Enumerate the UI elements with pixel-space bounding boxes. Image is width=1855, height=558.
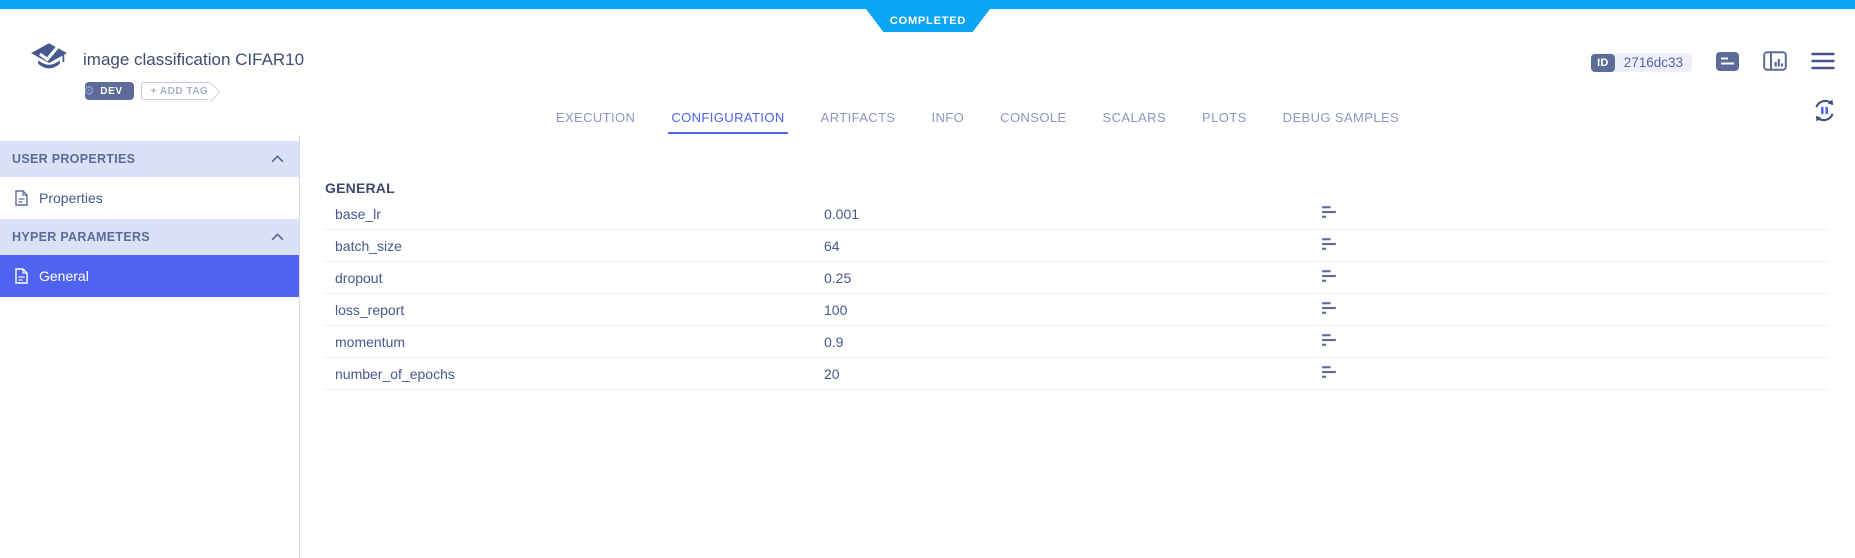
- configuration-sidebar: USER PROPERTIES Properties HYPER PARAMET…: [0, 135, 300, 558]
- parameter-value: 0.001: [824, 205, 860, 222]
- status-badge: COMPLETED: [866, 9, 990, 32]
- parameter-details-button[interactable]: [1319, 235, 1340, 256]
- text-lines-icon: [1321, 205, 1338, 222]
- parameter-value: 100: [824, 301, 848, 318]
- tab-artifacts[interactable]: ARTIFACTS: [818, 99, 899, 135]
- sidebar-item-label: General: [39, 268, 89, 284]
- tab-label: INFO: [931, 109, 965, 125]
- chevron-up-icon: [271, 152, 284, 166]
- add-tag-label: + ADD TAG: [150, 85, 209, 97]
- tab-debug-samples[interactable]: DEBUG SAMPLES: [1280, 99, 1402, 135]
- parameter-row: loss_report 100: [325, 294, 1829, 326]
- experiment-type-icon: [31, 43, 67, 79]
- parameter-row: batch_size 64: [325, 230, 1829, 262]
- tab-label: EXECUTION: [555, 109, 636, 125]
- text-lines-icon: [1321, 269, 1338, 286]
- sidebar-section-title: HYPER PARAMETERS: [12, 230, 150, 244]
- experiment-id-value: 2716dc33: [1623, 55, 1683, 70]
- parameter-details-button[interactable]: [1319, 331, 1340, 352]
- tab-label: CONFIGURATION: [671, 109, 785, 125]
- tab-label: CONSOLE: [1000, 109, 1067, 125]
- refresh-pause-icon: [1811, 99, 1838, 127]
- description-button[interactable]: [1716, 51, 1739, 74]
- parameter-value: 0.25: [824, 269, 852, 286]
- parameter-details-button[interactable]: [1319, 363, 1340, 384]
- parameter-row: dropout 0.25: [325, 262, 1829, 294]
- tab-info[interactable]: INFO: [929, 99, 968, 135]
- sidebar-section-items: Properties: [0, 177, 299, 219]
- sidebar-section-header[interactable]: USER PROPERTIES: [0, 141, 299, 177]
- sidebar-section: USER PROPERTIES Properties: [0, 141, 299, 219]
- text-lines-icon: [1321, 237, 1338, 254]
- id-badge: ID: [1591, 53, 1615, 72]
- text-lines-icon: [1321, 333, 1338, 350]
- tab-plots[interactable]: PLOTS: [1199, 99, 1250, 135]
- top-status-bar: [0, 0, 1855, 9]
- gear-icon: ⚙: [85, 83, 96, 98]
- document-icon: [15, 268, 28, 284]
- sidebar-section-title: USER PROPERTIES: [12, 152, 136, 166]
- hamburger-menu-icon: [1811, 52, 1835, 73]
- tab-label: PLOTS: [1202, 109, 1247, 125]
- parameter-name: base_lr: [335, 205, 381, 222]
- auto-refresh-button[interactable]: [1811, 97, 1838, 127]
- parameter-details-button[interactable]: [1319, 203, 1340, 224]
- parameter-value: 20: [824, 365, 840, 382]
- tab-label: DEBUG SAMPLES: [1282, 109, 1400, 125]
- tab-configuration[interactable]: CONFIGURATION: [668, 99, 788, 135]
- tag-list: ⚙ DEV + ADD TAG: [85, 82, 211, 100]
- description-icon: [1716, 51, 1739, 74]
- experiment-id-chip[interactable]: ID 2716dc33: [1591, 53, 1692, 72]
- sidebar-item-properties[interactable]: Properties: [0, 177, 299, 219]
- text-lines-icon: [1321, 365, 1338, 382]
- parameter-table: base_lr 0.001 batch_size 64: [325, 198, 1829, 390]
- tab-bar: EXECUTION CONFIGURATION ARTIFACTS INFO C…: [260, 99, 1695, 135]
- parameter-name: dropout: [335, 269, 383, 286]
- experiment-title: image classification CIFAR10: [83, 50, 305, 69]
- parameter-row: momentum 0.9: [325, 326, 1829, 358]
- parameter-value: 0.9: [824, 333, 844, 350]
- tab-label: SCALARS: [1102, 109, 1167, 125]
- parameter-name: number_of_epochs: [335, 365, 455, 382]
- panel-chart-icon: [1763, 51, 1787, 74]
- header-actions: ID 2716dc33: [1591, 51, 1835, 74]
- tab-console[interactable]: CONSOLE: [997, 99, 1069, 135]
- chevron-up-icon: [271, 230, 284, 244]
- add-tag-button[interactable]: + ADD TAG: [140, 82, 211, 100]
- menu-button[interactable]: [1811, 52, 1835, 73]
- parameter-row: base_lr 0.001: [325, 198, 1829, 230]
- parameter-row: number_of_epochs 20: [325, 358, 1829, 390]
- sidebar-item-label: Properties: [39, 190, 103, 206]
- sidebar-item-general[interactable]: General: [0, 255, 299, 297]
- parameter-name: momentum: [335, 333, 406, 350]
- tag-label: DEV: [100, 85, 123, 97]
- details-panel-button[interactable]: [1763, 51, 1787, 74]
- tag-dev[interactable]: ⚙ DEV: [85, 82, 134, 100]
- document-icon: [15, 190, 28, 206]
- parameter-name: loss_report: [335, 301, 405, 318]
- sidebar-section: HYPER PARAMETERS General: [0, 219, 299, 297]
- parameter-details-button[interactable]: [1319, 267, 1340, 288]
- parameter-name: batch_size: [335, 237, 402, 254]
- sidebar-section-items: General: [0, 255, 299, 297]
- parameter-details-button[interactable]: [1319, 299, 1340, 320]
- configuration-content: GENERAL base_lr 0.001 batch_size 64: [301, 135, 1855, 558]
- text-lines-icon: [1321, 301, 1338, 318]
- tab-label: ARTIFACTS: [820, 109, 896, 125]
- tab-execution[interactable]: EXECUTION: [553, 99, 638, 135]
- config-section-title: GENERAL: [325, 180, 395, 196]
- sidebar-section-header[interactable]: HYPER PARAMETERS: [0, 219, 299, 255]
- parameter-value: 64: [824, 237, 840, 254]
- tab-scalars[interactable]: SCALARS: [1100, 99, 1170, 135]
